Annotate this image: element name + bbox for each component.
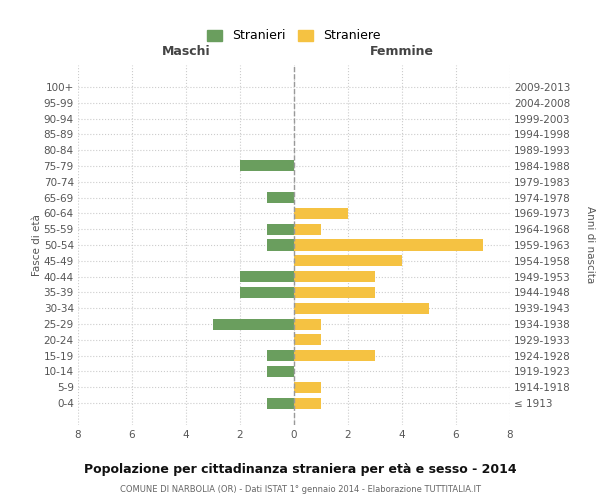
Bar xyxy=(294,382,321,393)
Bar xyxy=(294,318,321,330)
Bar xyxy=(240,287,294,298)
Bar xyxy=(294,256,402,266)
Y-axis label: Anni di nascita: Anni di nascita xyxy=(585,206,595,284)
Bar xyxy=(240,271,294,282)
Bar xyxy=(294,287,375,298)
Bar xyxy=(294,224,321,234)
Bar xyxy=(267,366,294,377)
Bar xyxy=(267,224,294,234)
Text: COMUNE DI NARBOLIA (OR) - Dati ISTAT 1° gennaio 2014 - Elaborazione TUTTITALIA.I: COMUNE DI NARBOLIA (OR) - Dati ISTAT 1° … xyxy=(119,485,481,494)
Bar xyxy=(267,192,294,203)
Bar xyxy=(294,334,321,345)
Bar xyxy=(294,208,348,219)
Text: Maschi: Maschi xyxy=(161,45,211,58)
Bar xyxy=(240,160,294,172)
Bar xyxy=(294,271,375,282)
Bar xyxy=(294,240,483,250)
Y-axis label: Fasce di età: Fasce di età xyxy=(32,214,43,276)
Bar xyxy=(267,398,294,408)
Bar xyxy=(294,302,429,314)
Text: Popolazione per cittadinanza straniera per età e sesso - 2014: Popolazione per cittadinanza straniera p… xyxy=(83,462,517,475)
Legend: Stranieri, Straniere: Stranieri, Straniere xyxy=(202,24,386,48)
Bar xyxy=(267,240,294,250)
Bar xyxy=(213,318,294,330)
Bar xyxy=(267,350,294,361)
Bar xyxy=(294,350,375,361)
Text: Femmine: Femmine xyxy=(370,45,434,58)
Bar xyxy=(294,398,321,408)
